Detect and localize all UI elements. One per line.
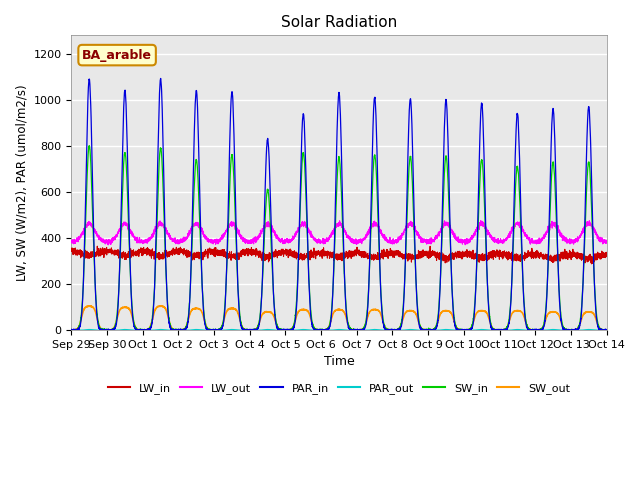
SW_in — [602, 327, 610, 333]
LW_in — [319, 249, 327, 254]
LW_out — [68, 239, 76, 245]
LW_in — [603, 252, 611, 258]
SW_out — [490, 326, 497, 332]
PAR_in — [68, 327, 76, 333]
SW_out — [87, 303, 95, 309]
SW_out — [68, 327, 76, 333]
Title: Solar Radiation: Solar Radiation — [281, 15, 397, 30]
LW_in — [602, 250, 610, 255]
LW_out — [490, 239, 497, 244]
Y-axis label: LW, SW (W/m2), PAR (umol/m2/s): LW, SW (W/m2), PAR (umol/m2/s) — [15, 84, 28, 281]
PAR_out — [319, 327, 327, 333]
LW_in — [588, 261, 595, 267]
Text: BA_arable: BA_arable — [82, 48, 152, 61]
SW_out — [164, 312, 172, 318]
SW_in — [85, 143, 93, 149]
SW_in — [319, 327, 327, 333]
PAR_in — [68, 326, 76, 332]
LW_out — [477, 218, 484, 224]
SW_in — [459, 327, 467, 333]
LW_in — [164, 252, 172, 257]
X-axis label: Time: Time — [324, 355, 355, 369]
Legend: LW_in, LW_out, PAR_in, PAR_out, SW_in, SW_out: LW_in, LW_out, PAR_in, PAR_out, SW_in, S… — [104, 379, 574, 398]
LW_in — [459, 250, 467, 256]
PAR_in — [603, 327, 611, 333]
LW_out — [602, 240, 610, 246]
Line: PAR_in: PAR_in — [72, 78, 607, 330]
PAR_in — [429, 327, 437, 333]
SW_out — [459, 327, 467, 333]
PAR_in — [319, 327, 327, 333]
PAR_in — [164, 307, 172, 313]
SW_in — [603, 327, 611, 333]
SW_in — [68, 327, 76, 333]
Line: SW_in: SW_in — [72, 146, 607, 330]
Line: LW_in: LW_in — [72, 246, 607, 264]
SW_out — [68, 327, 76, 333]
SW_in — [429, 327, 437, 333]
Line: PAR_out: PAR_out — [72, 329, 607, 330]
LW_in — [93, 243, 101, 249]
PAR_out — [68, 327, 76, 333]
SW_out — [319, 327, 327, 333]
PAR_out — [490, 327, 497, 333]
Line: SW_out: SW_out — [72, 306, 607, 330]
PAR_out — [602, 327, 610, 333]
PAR_in — [602, 327, 610, 333]
PAR_out — [85, 326, 93, 332]
PAR_out — [429, 327, 437, 333]
LW_in — [490, 251, 497, 257]
PAR_out — [164, 327, 172, 333]
SW_out — [603, 327, 611, 333]
PAR_in — [157, 75, 164, 81]
SW_out — [602, 327, 610, 333]
LW_out — [459, 239, 467, 245]
PAR_in — [490, 327, 497, 333]
LW_out — [603, 240, 611, 245]
LW_in — [429, 252, 437, 258]
PAR_in — [459, 327, 467, 333]
SW_out — [429, 327, 437, 333]
PAR_out — [603, 327, 611, 333]
PAR_out — [459, 327, 467, 333]
Line: LW_out: LW_out — [72, 221, 607, 245]
SW_in — [490, 326, 497, 332]
SW_in — [68, 327, 76, 333]
LW_out — [104, 242, 112, 248]
LW_in — [68, 247, 76, 253]
SW_in — [164, 304, 172, 310]
LW_out — [164, 232, 172, 238]
LW_out — [429, 237, 437, 242]
LW_out — [319, 236, 327, 241]
